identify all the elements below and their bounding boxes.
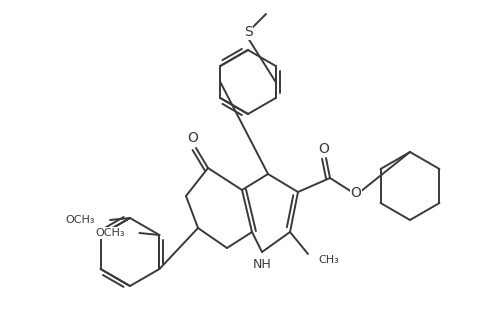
- Text: O: O: [350, 186, 362, 200]
- Text: O: O: [318, 142, 329, 156]
- Text: S: S: [244, 25, 252, 39]
- Text: OCH₃: OCH₃: [95, 228, 124, 238]
- Text: CH₃: CH₃: [318, 255, 339, 265]
- Text: O: O: [188, 131, 198, 145]
- Text: OCH₃: OCH₃: [66, 215, 95, 225]
- Text: NH: NH: [253, 259, 271, 272]
